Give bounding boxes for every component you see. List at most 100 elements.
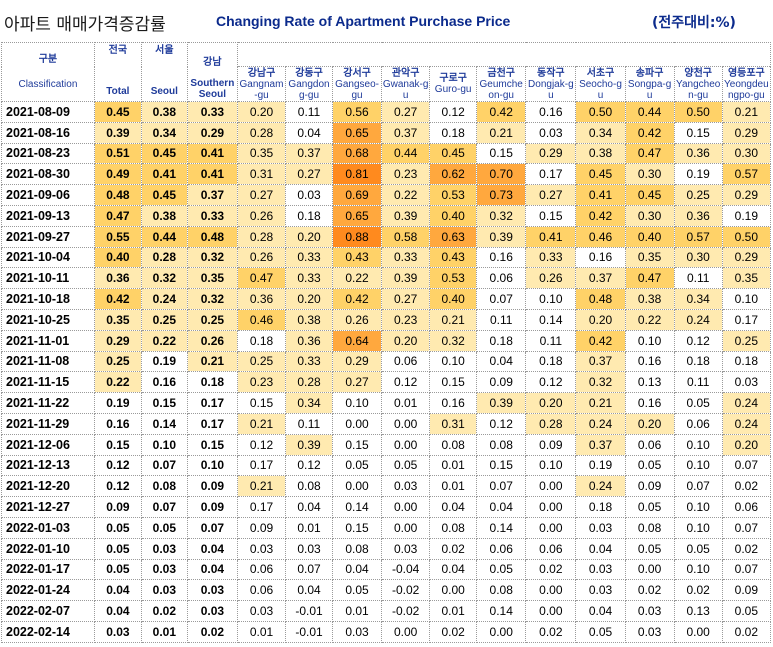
header-southern-seoul: 강남 Southern Seoul	[186, 42, 238, 102]
value-cell: 0.19	[721, 204, 772, 227]
value-cell: 0.56	[331, 101, 383, 123]
table-row: 2021-11-08 0.25 0.19 0.21 0.25 0.33 0.29 0.06 0.…	[1, 350, 772, 373]
value-cell: 0.21	[476, 121, 527, 144]
value-cell: 0.31	[236, 163, 287, 186]
value-cell: 0.42	[575, 204, 626, 227]
value-cell: 0.41	[575, 184, 626, 206]
value-cell: 0.27	[525, 184, 577, 206]
title-korean: 아파트 매매가격증감률	[4, 15, 166, 35]
value-cell: 0.37	[575, 433, 626, 456]
value-cell: 0.17	[525, 163, 577, 186]
value-cell: 0.42	[93, 288, 142, 310]
value-cell: 0.04	[476, 350, 527, 373]
value-cell: 0.24	[575, 412, 626, 435]
value-cell: 0.02	[186, 620, 238, 643]
value-cell: 0.03	[624, 600, 675, 622]
value-cell: 0.02	[429, 620, 478, 643]
value-cell: 0.69	[331, 184, 383, 206]
value-cell: 0.12	[381, 371, 431, 394]
value-cell: 0.00	[525, 516, 577, 539]
value-cell: 0.28	[140, 246, 188, 269]
value-cell: 0.03	[186, 579, 238, 602]
value-cell: 0.45	[140, 142, 188, 165]
value-cell: 0.00	[331, 412, 383, 435]
table-row: 2021-08-30 0.49 0.41 0.41 0.31 0.27 0.81 0.23 0.…	[1, 163, 772, 186]
value-cell: 0.16	[575, 246, 626, 269]
value-cell: 0.15	[236, 392, 287, 414]
table-row: 2022-02-14 0.03 0.01 0.02 0.01 -0.01 0.03 0.00 0…	[1, 620, 772, 643]
header-district-2: 강서구 Gangseo-gu	[331, 66, 383, 102]
value-cell: 0.22	[140, 329, 188, 352]
value-cell: 0.39	[381, 267, 431, 290]
value-cell: 0.04	[476, 496, 527, 518]
value-cell: 0.03	[285, 537, 333, 560]
value-cell: 0.00	[525, 579, 577, 602]
header-seoul: 서울 Seoul	[140, 42, 188, 102]
value-cell: 0.03	[236, 537, 287, 560]
value-cell: 0.05	[624, 537, 675, 560]
value-cell: 0.21	[186, 350, 238, 373]
value-cell: 0.35	[236, 142, 287, 165]
value-cell: 0.48	[575, 288, 626, 310]
value-cell: 0.41	[525, 225, 577, 248]
value-cell: 0.08	[285, 475, 333, 498]
value-cell: 0.13	[624, 371, 675, 394]
value-cell: 0.58	[381, 225, 431, 248]
row-date: 2021-12-13	[1, 454, 95, 477]
value-cell: 0.09	[624, 475, 675, 498]
value-cell: 0.10	[624, 329, 675, 352]
value-cell: 0.88	[331, 225, 383, 248]
value-cell: 0.48	[186, 225, 238, 248]
value-cell: 0.11	[525, 329, 577, 352]
value-cell: 0.04	[285, 121, 333, 144]
value-cell: 0.42	[575, 329, 626, 352]
value-cell: 0.05	[93, 516, 142, 539]
header-district-1: 강동구 Gangdong-gu	[285, 66, 333, 102]
row-date: 2021-11-15	[1, 371, 95, 394]
value-cell: 0.28	[236, 225, 287, 248]
value-cell: 0.18	[575, 496, 626, 518]
value-cell: 0.30	[721, 142, 772, 165]
value-cell: 0.07	[140, 454, 188, 477]
value-cell: 0.10	[673, 433, 723, 456]
value-cell: 0.07	[186, 516, 238, 539]
value-cell: 0.25	[140, 308, 188, 331]
value-cell: 0.44	[624, 101, 675, 123]
value-cell: 0.26	[525, 267, 577, 290]
value-cell: 0.15	[476, 142, 527, 165]
value-cell: 0.43	[331, 246, 383, 269]
value-cell: 0.00	[525, 496, 577, 518]
value-cell: 0.23	[381, 308, 431, 331]
value-cell: 0.45	[429, 142, 478, 165]
value-cell: 0.30	[624, 163, 675, 186]
value-cell: 0.01	[140, 620, 188, 643]
header-district-10: 영등포구 Yeongdeungpo-gu	[721, 66, 772, 102]
value-cell: 0.42	[331, 288, 383, 310]
table-row: 2022-02-07 0.04 0.02 0.03 0.03 -0.01 0.01 -0.02…	[1, 600, 772, 622]
value-cell: 0.22	[381, 184, 431, 206]
value-cell: 0.10	[331, 392, 383, 414]
value-cell: -0.01	[285, 620, 333, 643]
value-cell: 0.33	[285, 267, 333, 290]
value-cell: 0.20	[236, 101, 287, 123]
value-cell: 0.02	[525, 558, 577, 581]
value-cell: 0.00	[429, 579, 478, 602]
value-cell: 0.62	[429, 163, 478, 186]
table-row: 2021-11-29 0.16 0.14 0.17 0.21 0.11 0.00 0.00 0.…	[1, 412, 772, 435]
value-cell: 0.04	[186, 558, 238, 581]
value-cell: 0.09	[93, 496, 142, 518]
value-cell: -0.02	[381, 600, 431, 622]
row-date: 2021-11-08	[1, 350, 95, 373]
value-cell: 0.38	[575, 142, 626, 165]
value-cell: 0.00	[476, 620, 527, 643]
value-cell: 0.46	[236, 308, 287, 331]
value-cell: 0.41	[140, 163, 188, 186]
value-cell: 0.05	[476, 558, 527, 581]
header-district-group	[236, 42, 772, 67]
value-cell: 0.16	[476, 246, 527, 269]
value-cell: 0.29	[721, 121, 772, 144]
table-row: 2021-11-01 0.29 0.22 0.26 0.18 0.36 0.64 0.20 0.…	[1, 329, 772, 352]
value-cell: 0.01	[429, 454, 478, 477]
value-cell: 0.03	[381, 537, 431, 560]
value-cell: 0.07	[673, 475, 723, 498]
